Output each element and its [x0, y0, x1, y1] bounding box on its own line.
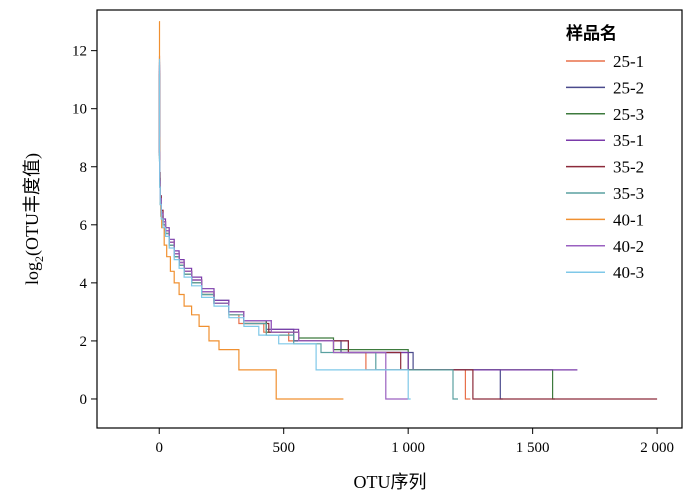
- series-lines: [158, 21, 658, 400]
- y-axis-title-subscript: 2: [32, 256, 46, 262]
- x-axis-title: OTU序列: [354, 472, 427, 492]
- legend-title: 样品名: [566, 23, 617, 44]
- series-line-25-1: [158, 55, 471, 400]
- plot-frame: [96, 9, 683, 429]
- y-tick-label: 10: [72, 102, 87, 118]
- series-line-25-3: [158, 73, 555, 400]
- legend-label-35-2: 35-2: [613, 158, 644, 177]
- y-axis-title-rest: (OTU丰度值): [22, 153, 43, 256]
- series-line-25-2: [158, 64, 503, 400]
- series-line-35-3: [158, 76, 458, 400]
- x-tick-label: 0: [155, 440, 163, 456]
- legend-label-25-2: 25-2: [613, 78, 644, 97]
- x-tick-label: 500: [272, 440, 295, 456]
- y-tick-label: 6: [80, 218, 88, 234]
- x-axis-ticks: 0 500 1 000 1 500 2 000: [155, 428, 674, 456]
- legend-label-40-3: 40-3: [613, 263, 644, 282]
- legend-label-25-1: 25-1: [613, 52, 644, 71]
- legend-label-40-2: 40-2: [613, 237, 644, 256]
- legend-label-35-1: 35-1: [613, 131, 644, 150]
- y-tick-label: 2: [80, 334, 88, 350]
- legend-items: 25-1 25-2 25-3 35-1 35-2 35-3 40-1 40-2 40-3: [566, 52, 644, 282]
- y-axis-title: log2(OTU丰度值): [22, 153, 46, 285]
- series-line-40-3: [158, 58, 411, 400]
- y-tick-label: 8: [80, 160, 88, 176]
- legend-label-40-1: 40-1: [613, 210, 644, 229]
- y-axis-title-main: log: [22, 262, 42, 285]
- y-tick-label: 4: [80, 276, 88, 292]
- y-axis-ticks: 0 2 4 6 8 10 12: [72, 44, 97, 408]
- series-line-40-1: [158, 21, 344, 400]
- y-tick-label: 0: [80, 392, 88, 408]
- legend: 样品名 25-1 25-2 25-3 35-1 35-2 35-3 40-1 40-2 40-3: [566, 23, 644, 282]
- legend-label-25-3: 25-3: [613, 105, 644, 124]
- legend-label-35-3: 35-3: [613, 184, 644, 203]
- x-tick-label: 2 000: [640, 440, 674, 456]
- x-tick-label: 1 500: [516, 440, 550, 456]
- x-tick-label: 1 000: [391, 440, 425, 456]
- series-line-35-1: [158, 61, 578, 371]
- y-tick-label: 12: [72, 44, 87, 60]
